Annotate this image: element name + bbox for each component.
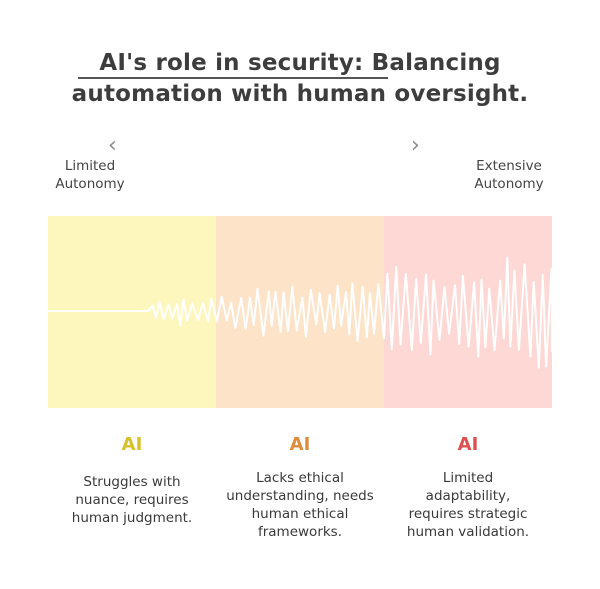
- column-1-line: human judgment.: [71, 510, 193, 526]
- limited-autonomy-label: Limited Autonomy: [35, 157, 145, 193]
- chevron-right-icon: ›: [411, 133, 420, 158]
- column-3-line: Limited: [442, 470, 494, 486]
- column-2-heading: AI: [289, 434, 311, 455]
- column-1-line: Struggles with: [83, 474, 181, 490]
- band-extensive: [384, 216, 552, 408]
- column-2-line: understanding, needs: [226, 488, 374, 504]
- column-2-line: Lacks ethical: [256, 470, 344, 486]
- column-3-line: adaptability,: [425, 488, 511, 504]
- column-3-heading: AI: [457, 434, 479, 455]
- column-1-line: nuance, requires: [75, 492, 189, 508]
- limited-autonomy-line-2: Autonomy: [55, 176, 125, 192]
- title-underline: [78, 77, 388, 79]
- signal-waveform: [48, 256, 552, 369]
- extensive-autonomy-line-1: Extensive: [476, 158, 542, 174]
- column-1-heading: AI: [121, 434, 143, 455]
- column-2-description: Lacks ethical understanding, needs human…: [216, 469, 384, 541]
- limited-autonomy-line-1: Limited: [64, 158, 116, 174]
- extensive-autonomy-line-2: Autonomy: [474, 176, 544, 192]
- column-3-line: human validation.: [406, 524, 530, 540]
- extensive-autonomy-label: Extensive Autonomy: [454, 157, 564, 193]
- column-1-description: Struggles with nuance, requires human ju…: [48, 473, 216, 527]
- column-3-line: requires strategic: [408, 506, 528, 522]
- title-line-2: automation with human oversight.: [71, 81, 529, 107]
- column-2-line: human ethical: [251, 506, 349, 522]
- column-3-description: Limited adaptability, requires strategic…: [384, 469, 552, 541]
- column-2-line: frameworks.: [257, 524, 343, 540]
- title-line-1: AI's role in security: Balancing: [99, 50, 501, 76]
- chevron-left-icon: ‹: [108, 133, 117, 158]
- page-title: AI's role in security: Balancing automat…: [0, 48, 600, 110]
